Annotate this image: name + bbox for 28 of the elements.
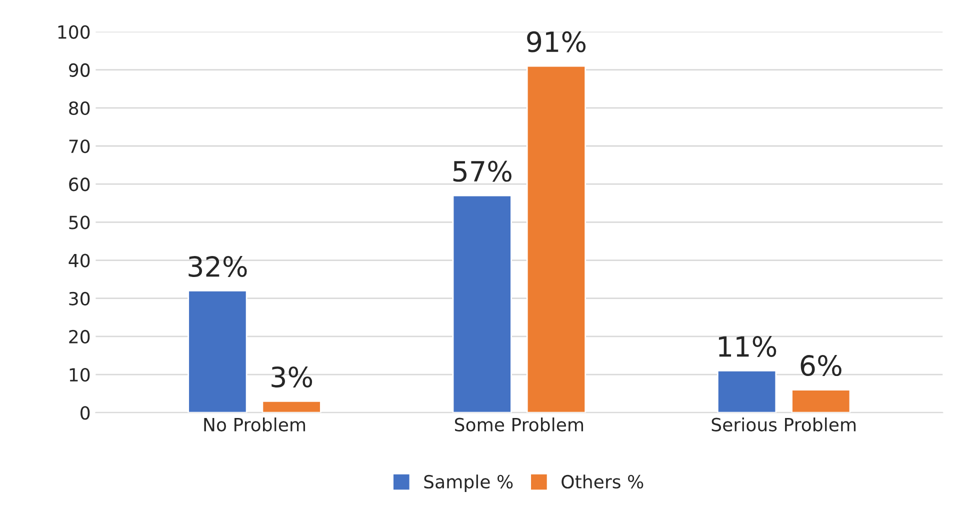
y-tick-label: 30 xyxy=(69,292,90,306)
bar xyxy=(716,370,777,413)
x-tick-label: No Problem xyxy=(204,417,306,432)
data-label: 3% xyxy=(272,366,312,388)
data-label: 6% xyxy=(800,355,842,376)
legend-label: Sample % xyxy=(424,474,513,492)
bar xyxy=(452,194,512,413)
data-label: 91% xyxy=(527,31,586,52)
y-tick-label: 100 xyxy=(58,25,90,39)
data-label: 57% xyxy=(453,160,512,182)
y-tick-label: 80 xyxy=(69,101,90,116)
bar xyxy=(791,389,851,413)
y-tick-label: 10 xyxy=(70,368,90,382)
y-tick-label: 0 xyxy=(80,406,90,420)
x-tick-label: Serious Problem xyxy=(712,417,856,432)
y-tick-label: 70 xyxy=(69,139,90,154)
bar xyxy=(526,65,586,413)
legend-label: Others % xyxy=(562,474,644,489)
y-tick-label: 20 xyxy=(69,330,90,344)
y-tick-label: 50 xyxy=(69,216,90,230)
y-tick-label: 90 xyxy=(69,63,90,77)
data-label: 32% xyxy=(188,256,247,278)
y-tick-label: 40 xyxy=(68,254,90,268)
y-tick-label: 60 xyxy=(69,178,90,192)
data-label: 11% xyxy=(718,336,776,358)
bar xyxy=(262,400,322,413)
x-tick-label: Some Problem xyxy=(454,417,584,432)
bar xyxy=(188,290,248,413)
